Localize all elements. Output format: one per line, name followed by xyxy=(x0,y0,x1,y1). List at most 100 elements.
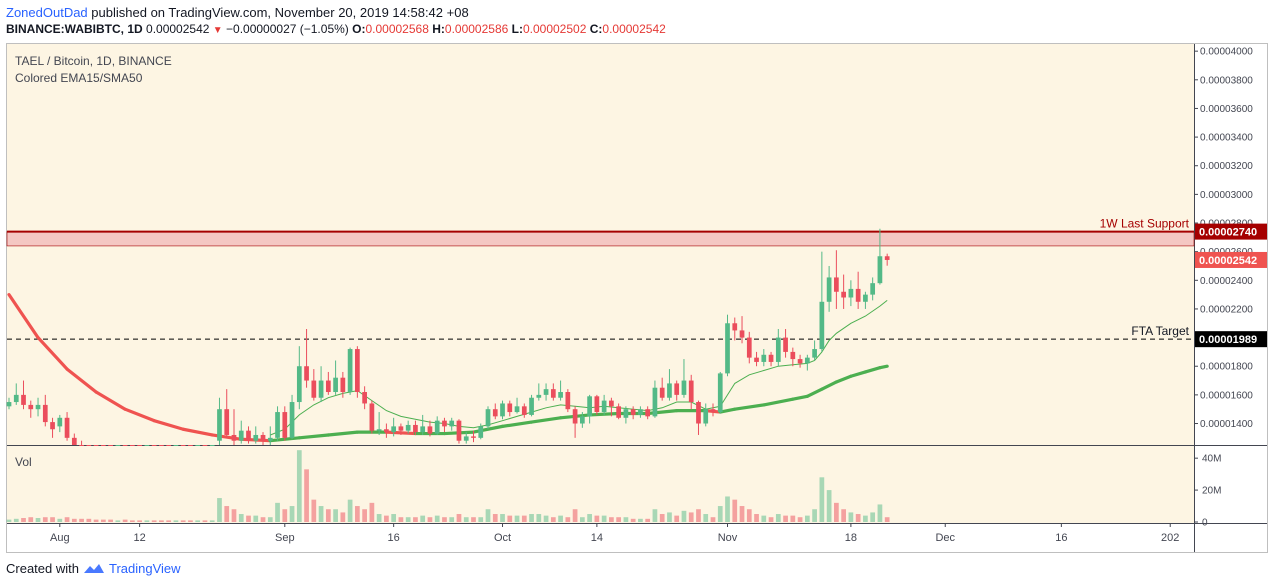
volume-bar xyxy=(311,499,317,522)
volume-bar xyxy=(638,518,643,522)
candle-body xyxy=(35,404,41,410)
volume-bar xyxy=(834,502,839,522)
volume-bar xyxy=(347,499,353,522)
volume-bar xyxy=(768,517,774,522)
volume-bar xyxy=(282,509,288,522)
volume-bar xyxy=(746,509,752,522)
author-link[interactable]: ZonedOutDad xyxy=(6,5,88,20)
candle-body xyxy=(180,445,186,446)
high-label: H: xyxy=(432,22,445,36)
candle-body xyxy=(645,409,651,417)
volume-bar xyxy=(558,515,563,522)
volume-bar xyxy=(529,514,534,522)
candle-body xyxy=(855,288,861,302)
volume-bar xyxy=(754,514,759,522)
volume-bar xyxy=(630,518,636,522)
volume-bar xyxy=(783,515,788,522)
candle-body xyxy=(456,420,462,441)
volume-bar xyxy=(391,514,397,522)
volume-bar xyxy=(93,519,99,522)
time-axis[interactable]: Aug 12 Sep 16 Oct 14 Nov 18 Dec 16 202 xyxy=(50,523,1179,544)
candle-body xyxy=(369,403,375,431)
candle-body xyxy=(638,409,643,415)
footer-created-with: Created with xyxy=(6,561,79,576)
volume-bar xyxy=(296,450,302,522)
volume-bar xyxy=(485,509,491,522)
candle-body xyxy=(188,445,193,446)
candle-body xyxy=(137,445,142,446)
candle-body xyxy=(6,402,12,407)
fta-target-label: FTA Target xyxy=(1131,324,1189,338)
sma50-segment xyxy=(65,367,98,394)
fta-price-tag-bg xyxy=(1195,331,1267,348)
volume-bar xyxy=(267,517,273,522)
candle-body xyxy=(21,394,26,405)
candle-body xyxy=(594,396,600,413)
candle-body xyxy=(151,445,157,446)
sma50-segment xyxy=(123,407,156,423)
sma50-segment xyxy=(718,407,737,414)
volume-bar xyxy=(137,520,142,522)
volume-bar xyxy=(122,519,128,522)
price-tick-label: 0.00002400 xyxy=(1200,276,1253,287)
candle-body xyxy=(572,409,578,424)
volume-bar xyxy=(521,515,527,522)
candle-body xyxy=(732,323,738,331)
volume-bar xyxy=(667,512,672,522)
volume-bar xyxy=(420,515,426,522)
horizontal-levels[interactable]: 1W Last Support FTA Target xyxy=(6,217,1195,340)
volume-bar xyxy=(217,498,222,522)
volume-bar xyxy=(841,509,846,522)
price-change: −0.00000027 (−1.05%) xyxy=(226,22,349,36)
candle-body xyxy=(289,402,295,438)
candle-body xyxy=(579,416,585,424)
volume-bar xyxy=(405,517,411,522)
volume-bar xyxy=(64,517,70,522)
volume-bar xyxy=(449,517,455,522)
candle-body xyxy=(71,437,77,445)
volume-bar xyxy=(645,518,651,522)
volume-bar xyxy=(238,514,244,522)
price-tick-label: 0.00003400 xyxy=(1200,133,1253,144)
candle-body xyxy=(630,409,636,415)
volume-bar xyxy=(623,517,629,522)
candle-body xyxy=(93,445,99,446)
candle-body xyxy=(260,434,266,441)
volume-legend[interactable]: Vol xyxy=(15,455,32,469)
candle-body xyxy=(754,357,759,362)
time-tick-label: 14 xyxy=(591,532,603,544)
candle-body xyxy=(275,412,280,438)
volume-bar xyxy=(652,509,658,522)
volume-bar xyxy=(761,515,767,522)
volume-bar xyxy=(28,517,34,522)
volume-bar xyxy=(71,518,77,522)
volume-bar xyxy=(688,512,694,522)
low-value: 0.00002502 xyxy=(522,22,587,36)
volume-bar xyxy=(674,515,680,522)
footer-tradingview-link[interactable]: TradingView xyxy=(108,561,181,576)
candle-body xyxy=(514,406,520,413)
volume-bar xyxy=(659,514,665,522)
time-tick-label: 16 xyxy=(388,532,400,544)
sma50-segment xyxy=(152,419,185,431)
indicator-legend[interactable]: Colored EMA15/SMA50 xyxy=(15,71,143,85)
candle-body xyxy=(870,283,876,295)
volume-bar xyxy=(108,519,113,522)
symbol-legend[interactable]: TAEL / Bitcoin, 1D, BINANCE xyxy=(15,54,172,68)
candle-body xyxy=(521,406,527,415)
candle-body xyxy=(703,409,709,424)
price-tags: 0.00002740 0.00002542 0.00001989 xyxy=(1195,223,1267,348)
volume-bar xyxy=(478,517,484,522)
candle-body xyxy=(768,354,774,362)
time-tick-label: Nov xyxy=(718,532,738,544)
volume-bar xyxy=(115,520,121,522)
candle-body xyxy=(311,380,317,398)
support-band xyxy=(6,231,1195,247)
candle-body xyxy=(209,445,215,446)
volume-bar xyxy=(340,512,346,522)
sma50-segment xyxy=(7,293,40,340)
volume-bars xyxy=(6,450,890,522)
candle-body xyxy=(674,383,680,395)
candle-body xyxy=(696,402,701,424)
